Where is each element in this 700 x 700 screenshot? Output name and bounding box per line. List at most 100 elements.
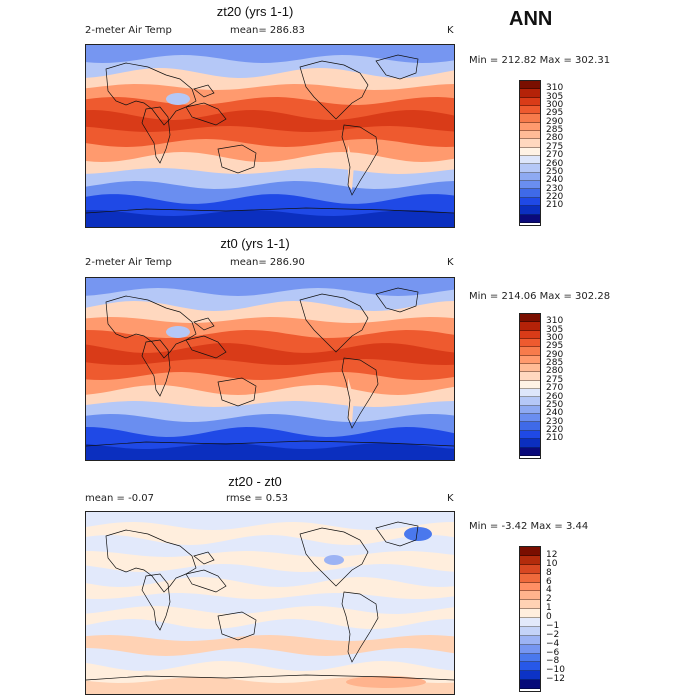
colorbar-block <box>520 635 540 645</box>
colorbar-tick-label: 1 <box>546 603 552 614</box>
colorbar-block <box>520 89 540 98</box>
colorbar-block <box>520 314 540 323</box>
panel3-minmax-label: Min = -3.42 Max = 3.44 <box>469 521 589 532</box>
colorbar-tick-label: 230 <box>546 416 564 427</box>
colorbar-tick-label: −12 <box>546 674 565 685</box>
panel2-map <box>85 277 455 461</box>
colorbar-block <box>520 156 540 165</box>
colorbar-block <box>520 644 540 654</box>
colorbar-tick-label: 275 <box>546 374 564 385</box>
panel2-map-svg <box>86 278 454 460</box>
colorbar-block <box>520 680 540 689</box>
colorbar-tick-label: 305 <box>546 324 564 335</box>
colorbar-block <box>520 81 540 90</box>
colorbar-block <box>520 414 540 423</box>
coastline <box>105 529 197 593</box>
colorbar-tick-label: 290 <box>546 349 564 360</box>
colorbar-block <box>520 114 540 123</box>
colorbar-tick-label: −10 <box>546 665 565 676</box>
panel3-units-label: K <box>447 493 454 504</box>
colorbar-tick-label: −8 <box>546 656 560 667</box>
anomaly-blob <box>346 676 426 688</box>
colorbar-tick-label: 240 <box>546 408 564 419</box>
panel1-units-label: K <box>447 25 454 36</box>
andes-cold-strip <box>348 378 354 423</box>
colorbar-block <box>520 439 540 448</box>
colorbar-block <box>520 364 540 373</box>
panel1-map <box>85 44 455 228</box>
coastline <box>185 335 227 359</box>
panel1-variable-label: 2-meter Air Temp <box>85 25 172 36</box>
colorbar-tick-label: 2 <box>546 594 552 605</box>
colorbar-tick-label: 285 <box>546 125 564 136</box>
colorbar-block <box>520 164 540 173</box>
coastline <box>193 317 215 331</box>
colorbar-block <box>520 582 540 592</box>
colorbar-block <box>520 147 540 157</box>
coastline <box>299 527 369 587</box>
colorbar-block <box>520 214 540 223</box>
colorbar-tick-label: −4 <box>546 638 560 649</box>
colorbar-tick-label: 280 <box>546 366 564 377</box>
panel2-mean-label: mean= 286.90 <box>230 257 305 268</box>
panel2-colorbar-labels: 310 305 300 295 290 285 280 275 270 260 250 240 230 2… <box>546 313 586 459</box>
panel3-colorbar <box>519 546 541 692</box>
colorbar-tick-label: 270 <box>546 383 564 394</box>
anomaly-blob <box>404 527 432 541</box>
coastline <box>86 674 454 681</box>
coastline <box>193 84 215 98</box>
coastline <box>299 60 369 120</box>
colorbar-tick-label: 270 <box>546 150 564 161</box>
colorbar-tick-label: 240 <box>546 175 564 186</box>
colorbar-block <box>520 591 540 601</box>
colorbar-block <box>520 600 540 610</box>
colorbar-tick-label: 10 <box>546 558 558 569</box>
colorbar-block <box>520 347 540 356</box>
coastline <box>375 54 419 80</box>
panel2-title: zt0 (yrs 1-1) <box>220 236 290 251</box>
coastline <box>217 144 257 174</box>
colorbar-tick-label: 295 <box>546 341 564 352</box>
colorbar-block <box>520 97 540 107</box>
season-annotation: ANN <box>509 8 553 30</box>
panel1-title: zt20 (yrs 1-1) <box>216 4 294 19</box>
colorbar-tick-label: 220 <box>546 424 564 435</box>
colorbar-tick-label: 300 <box>546 100 564 111</box>
panel2-units-label: K <box>447 257 454 268</box>
coastline <box>141 573 171 631</box>
panel3-map <box>85 511 455 695</box>
coastline <box>375 521 419 547</box>
colorbar-tick-label: 295 <box>546 108 564 119</box>
panel1-mean-label: mean= 286.83 <box>230 25 305 36</box>
panel1-map-svg <box>86 45 454 227</box>
colorbar-block <box>520 380 540 390</box>
panel3-map-svg <box>86 512 454 694</box>
colorbar-block <box>520 106 540 115</box>
field-band <box>86 210 454 227</box>
anomaly-blob <box>324 555 344 565</box>
colorbar-tick-label: 4 <box>546 585 552 596</box>
panel3-mean-label: mean = -0.07 <box>85 493 154 504</box>
colorbar-tick-label: 310 <box>546 83 564 94</box>
colorbar-block <box>520 181 540 190</box>
colorbar-block <box>520 626 540 636</box>
colorbar-block <box>520 447 540 456</box>
colorbar-tick-label: 210 <box>546 433 564 444</box>
panel2-colorbar <box>519 313 541 459</box>
coastline <box>375 287 419 313</box>
colorbar-block <box>520 131 540 140</box>
panel2-minmax-label: Min = 214.06 Max = 302.28 <box>469 291 611 302</box>
coastline <box>217 377 257 407</box>
coastline <box>86 207 454 214</box>
colorbar-block <box>520 547 540 556</box>
colorbar-block <box>520 122 540 132</box>
colorbar-block <box>520 330 540 340</box>
colorbar-block <box>520 139 540 148</box>
colorbar-tick-label: −1 <box>546 620 560 631</box>
colorbar-tick-label: 12 <box>546 549 558 560</box>
colorbar-block <box>520 555 540 565</box>
coastline <box>105 62 197 126</box>
colorbar-tick-label: 230 <box>546 183 564 194</box>
coastline <box>193 551 215 565</box>
colorbar-tick-label: 260 <box>546 391 564 402</box>
